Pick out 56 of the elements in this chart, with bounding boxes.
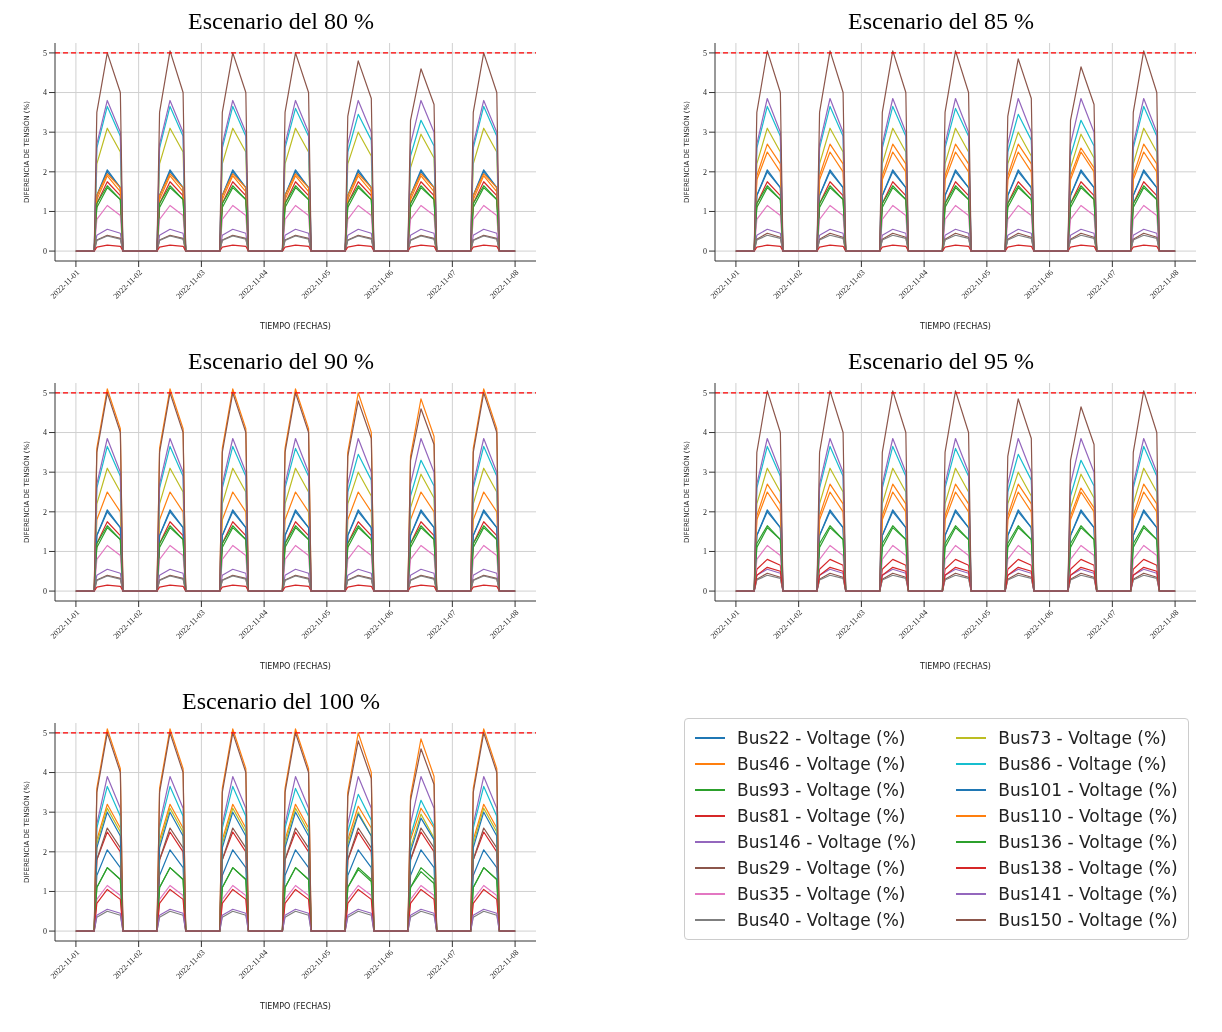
y-tick-label: 4 <box>43 88 47 98</box>
legend-label: Bus29 - Voltage (%) <box>737 858 906 878</box>
y-tick-label: 1 <box>703 207 707 217</box>
x-axis-title: TIEMPO (FECHAS) <box>919 662 991 671</box>
y-tick-label: 0 <box>703 246 707 256</box>
y-tick-label: 0 <box>43 926 47 936</box>
y-tick-label: 5 <box>43 388 47 398</box>
legend-label: Bus110 - Voltage (%) <box>998 806 1178 826</box>
y-tick-label: 2 <box>703 507 707 517</box>
chart-title: Escenario del 95 % <box>847 348 1035 376</box>
legend-label: Bus35 - Voltage (%) <box>737 884 906 904</box>
y-tick-label: 5 <box>703 388 707 398</box>
chart-title: Escenario del 85 % <box>847 8 1035 36</box>
y-tick-label: 3 <box>703 128 707 138</box>
legend-label: Bus73 - Voltage (%) <box>998 728 1167 748</box>
y-tick-label: 5 <box>43 48 47 58</box>
y-tick-label: 3 <box>43 468 47 478</box>
y-tick-label: 4 <box>703 428 707 438</box>
legend-label: Bus101 - Voltage (%) <box>998 780 1178 800</box>
y-tick-label: 4 <box>703 88 707 98</box>
legend-label: Bus138 - Voltage (%) <box>998 858 1178 878</box>
y-tick-label: 1 <box>43 887 47 897</box>
y-tick-label: 5 <box>43 728 47 738</box>
y-tick-label: 1 <box>703 547 707 557</box>
legend-label: Bus150 - Voltage (%) <box>998 910 1178 930</box>
legend-label: Bus141 - Voltage (%) <box>998 884 1178 904</box>
legend-label: Bus22 - Voltage (%) <box>737 728 906 748</box>
y-tick-label: 2 <box>43 167 47 177</box>
legend-label: Bus86 - Voltage (%) <box>998 754 1167 774</box>
y-tick-label: 1 <box>43 547 47 557</box>
y-tick-label: 3 <box>43 128 47 138</box>
y-tick-label: 5 <box>703 48 707 58</box>
y-tick-label: 2 <box>703 167 707 177</box>
y-tick-label: 3 <box>43 808 47 818</box>
y-tick-label: 2 <box>43 847 47 857</box>
legend-label: Bus136 - Voltage (%) <box>998 832 1178 852</box>
chart-title: Escenario del 90 % <box>187 348 375 376</box>
legend-label: Bus40 - Voltage (%) <box>737 910 906 930</box>
x-axis-title: TIEMPO (FECHAS) <box>919 322 991 331</box>
chart-title: Escenario del 100 % <box>181 688 381 716</box>
y-tick-label: 2 <box>43 507 47 517</box>
y-tick-label: 0 <box>43 246 47 256</box>
legend-label: Bus46 - Voltage (%) <box>737 754 906 774</box>
x-axis-title: TIEMPO (FECHAS) <box>259 1002 331 1011</box>
x-axis-title: TIEMPO (FECHAS) <box>259 662 331 671</box>
y-tick-label: 4 <box>43 768 47 778</box>
legend-label: Bus93 - Voltage (%) <box>737 780 906 800</box>
y-tick-label: 4 <box>43 428 47 438</box>
legend-label: Bus81 - Voltage (%) <box>737 806 906 826</box>
y-tick-label: 0 <box>43 586 47 596</box>
legend-label: Bus146 - Voltage (%) <box>737 832 917 852</box>
x-axis-title: TIEMPO (FECHAS) <box>259 322 331 331</box>
y-tick-label: 1 <box>43 207 47 217</box>
chart-title: Escenario del 80 % <box>187 8 375 36</box>
y-tick-label: 3 <box>703 468 707 478</box>
y-tick-label: 0 <box>703 586 707 596</box>
